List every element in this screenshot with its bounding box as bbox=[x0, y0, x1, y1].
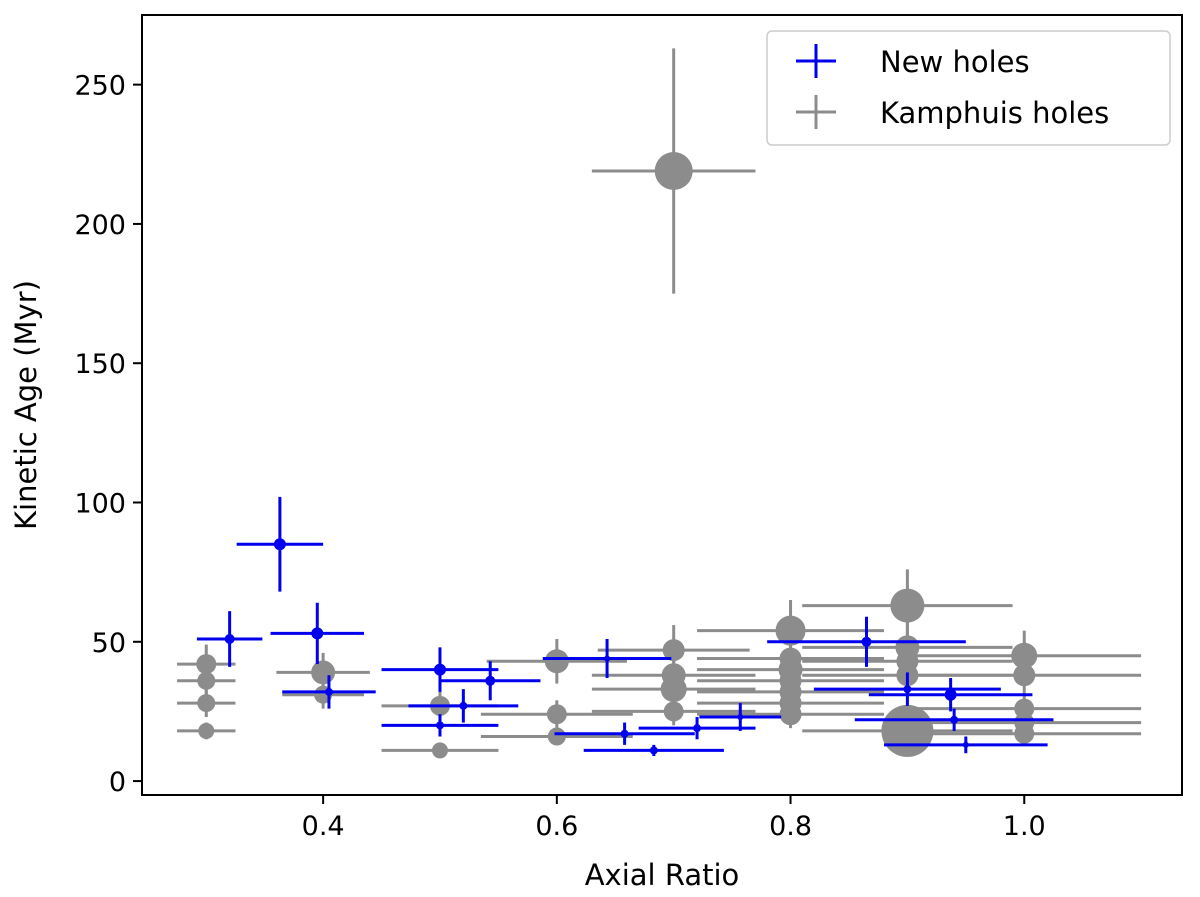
data-point bbox=[767, 616, 966, 667]
data-point bbox=[381, 714, 499, 737]
data-marker bbox=[433, 663, 446, 676]
data-point bbox=[802, 569, 1013, 642]
data-marker bbox=[662, 639, 685, 662]
data-point bbox=[381, 742, 499, 759]
data-point bbox=[854, 708, 1054, 731]
data-marker bbox=[663, 701, 684, 722]
x-axis-label: Axial Ratio bbox=[585, 858, 740, 892]
y-axis: 0 50 100 150 200 250 bbox=[74, 71, 142, 798]
data-marker bbox=[950, 715, 959, 724]
data-marker bbox=[324, 687, 333, 696]
data-point bbox=[270, 602, 365, 665]
data-marker bbox=[693, 724, 702, 733]
data-point bbox=[813, 672, 1001, 706]
data-marker bbox=[198, 722, 215, 739]
data-marker bbox=[1013, 664, 1036, 687]
data-point bbox=[486, 639, 627, 684]
data-marker bbox=[485, 675, 496, 686]
data-marker bbox=[311, 627, 324, 640]
data-marker bbox=[737, 714, 744, 720]
data-marker bbox=[903, 685, 912, 694]
data-marker bbox=[944, 688, 957, 701]
data-point bbox=[868, 678, 1033, 712]
data-marker bbox=[273, 538, 286, 551]
y-tick-label: 250 bbox=[74, 71, 126, 102]
y-tick-label: 150 bbox=[74, 349, 126, 380]
data-point bbox=[697, 700, 885, 729]
data-marker bbox=[890, 588, 925, 623]
data-marker bbox=[604, 655, 611, 662]
data-point bbox=[884, 736, 1048, 754]
data-layer bbox=[177, 48, 1142, 759]
data-point bbox=[439, 661, 541, 701]
data-point bbox=[554, 722, 695, 745]
x-tick-label: 0.6 bbox=[535, 811, 578, 842]
x-tick-label: 0.4 bbox=[302, 811, 345, 842]
data-marker bbox=[1014, 698, 1035, 719]
y-tick-label: 0 bbox=[109, 767, 126, 798]
legend-box bbox=[766, 30, 1171, 146]
data-marker bbox=[861, 636, 872, 647]
data-marker bbox=[546, 704, 567, 725]
data-point bbox=[381, 647, 499, 692]
y-axis-label: Kinetic Age (Myr) bbox=[9, 280, 43, 530]
data-point bbox=[699, 703, 782, 731]
data-marker bbox=[197, 694, 216, 713]
data-marker bbox=[881, 704, 934, 757]
x-axis: 0.4 0.6 0.8 1.0 bbox=[302, 795, 1046, 842]
data-marker bbox=[224, 634, 235, 644]
data-marker bbox=[544, 649, 569, 674]
data-point bbox=[480, 727, 633, 746]
data-point bbox=[542, 639, 672, 678]
data-marker bbox=[620, 729, 629, 738]
legend-label-new-holes: New holes bbox=[880, 45, 1030, 79]
data-marker bbox=[196, 654, 217, 675]
data-marker bbox=[197, 671, 216, 690]
y-tick-label: 50 bbox=[92, 628, 126, 659]
plot-frame bbox=[141, 14, 1183, 796]
data-point bbox=[591, 48, 756, 294]
data-point bbox=[177, 722, 236, 740]
data-point bbox=[196, 611, 263, 667]
data-marker bbox=[962, 741, 969, 748]
data-point bbox=[907, 723, 1142, 744]
data-marker bbox=[459, 701, 468, 710]
data-point bbox=[591, 697, 756, 726]
data-point bbox=[282, 675, 376, 709]
data-point bbox=[638, 717, 756, 740]
data-point bbox=[236, 496, 324, 592]
data-marker bbox=[654, 152, 693, 190]
data-marker bbox=[775, 615, 806, 646]
data-point bbox=[177, 689, 236, 717]
data-marker bbox=[1014, 723, 1035, 744]
data-point bbox=[907, 655, 1142, 695]
data-point bbox=[907, 694, 1142, 723]
data-marker bbox=[649, 746, 658, 755]
legend-label-kamphuis-holes: Kamphuis holes bbox=[880, 96, 1109, 130]
data-marker bbox=[431, 742, 448, 759]
data-point bbox=[480, 700, 633, 729]
data-marker bbox=[435, 721, 444, 730]
data-point bbox=[408, 689, 519, 723]
legend-marker-new-holes bbox=[796, 44, 836, 78]
y-tick-label: 100 bbox=[74, 489, 126, 520]
y-tick-label: 200 bbox=[74, 210, 126, 241]
x-tick-label: 1.0 bbox=[1003, 811, 1046, 842]
data-point bbox=[583, 744, 724, 756]
data-point bbox=[697, 600, 885, 662]
series-kamphuis-holes bbox=[177, 48, 1142, 759]
legend: New holes Kamphuis holes bbox=[766, 30, 1171, 146]
data-marker bbox=[779, 703, 802, 726]
legend-marker-kamphuis-holes bbox=[796, 95, 836, 129]
series-new-holes bbox=[196, 496, 1054, 756]
data-marker bbox=[660, 676, 687, 703]
data-marker bbox=[547, 727, 566, 746]
x-tick-label: 0.8 bbox=[769, 811, 812, 842]
